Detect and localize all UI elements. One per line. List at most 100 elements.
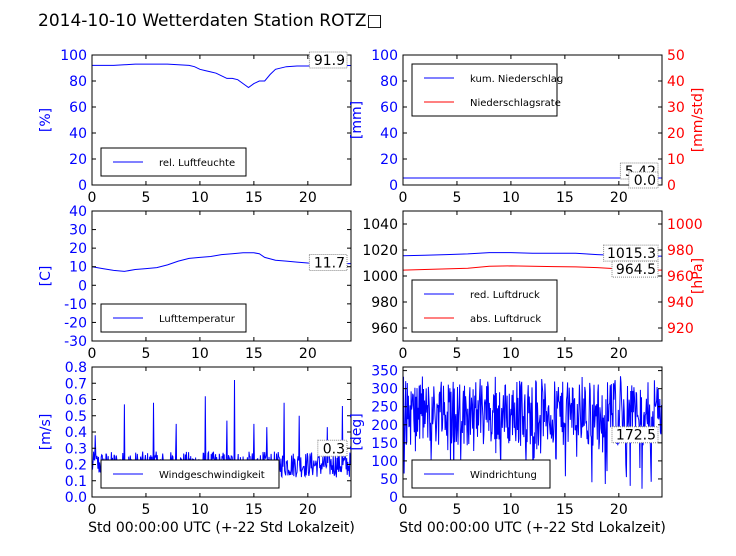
y-right-tick-label: 0 <box>667 178 676 194</box>
x-tick-label: 20 <box>299 190 317 206</box>
y-tick-label: 100 <box>371 48 398 64</box>
legend-label: Niederschlagsrate <box>470 98 561 109</box>
y-tick-label: 80 <box>69 74 87 90</box>
value-annotation-box <box>308 254 348 272</box>
series-group <box>403 376 662 489</box>
value-annotation: 964.5 <box>616 262 656 278</box>
y-axis-label: [deg] <box>349 413 365 450</box>
y-tick-label: 0.1 <box>65 474 87 490</box>
y-axis-label: [C] <box>38 266 54 287</box>
x-tick-label: 20 <box>299 502 317 518</box>
panel-temperature: 0 5 10 15 20 -30 -20 -10 0 10 20 30 40 [C] Lufttempera… <box>38 204 352 362</box>
y-tick-label: 0.5 <box>65 409 87 425</box>
y-right-tick-label: 980 <box>667 243 694 259</box>
x-tick-label: 5 <box>141 190 150 206</box>
y-tick-label: 200 <box>371 418 398 434</box>
x-tick-label: 5 <box>452 190 461 206</box>
y-tick-label: 100 <box>60 48 87 64</box>
y-axis-label: [%] <box>38 108 54 132</box>
x-tick-label: 20 <box>299 346 317 362</box>
x-tick-label: 15 <box>245 502 263 518</box>
series-group <box>92 252 351 272</box>
legend: red. Luftdruck abs. Luftdruck <box>411 279 558 333</box>
y-tick-label: 0 <box>389 178 398 194</box>
x-tick-label: 10 <box>502 502 520 518</box>
y-tick-label: 0.4 <box>65 425 87 441</box>
series-group <box>92 63 351 89</box>
x-tick-label: 0 <box>399 346 408 362</box>
y-tick-label: 50 <box>380 472 398 488</box>
value-annotation-box <box>611 260 659 278</box>
y-tick-label: 40 <box>69 126 87 142</box>
series-group <box>403 177 662 185</box>
y-tick-label: 40 <box>380 126 398 142</box>
y-tick-label: 0.2 <box>65 458 87 474</box>
x-tick-label: 10 <box>502 190 520 206</box>
series-line-0 <box>92 63 351 89</box>
y-tick-label: 980 <box>371 295 398 311</box>
y-tick-label: 250 <box>371 400 398 416</box>
y-tick-label: 0 <box>389 490 398 506</box>
y-tick-label: 0.6 <box>65 393 87 409</box>
value-annotation: 11.7 <box>314 256 345 272</box>
x-tick-label: 15 <box>556 502 574 518</box>
legend: Lufttemperatur <box>100 303 247 333</box>
plot-frame <box>402 54 663 186</box>
x-tick-label: 20 <box>610 502 628 518</box>
legend-label: kum. Niederschlag <box>470 74 563 85</box>
x-tick-label: 0 <box>88 346 97 362</box>
plot-frame <box>402 366 663 498</box>
x-tick-label: 20 <box>610 190 628 206</box>
y-right-axis-label: [mm/std] <box>690 88 706 153</box>
y-tick-label: 1040 <box>362 217 398 233</box>
y-tick-label: 60 <box>69 100 87 116</box>
y-right-tick-label: 20 <box>667 126 685 142</box>
value-annotation: 91.9 <box>314 53 345 69</box>
x-tick-label: 15 <box>245 346 263 362</box>
x-tick-label: 10 <box>191 190 209 206</box>
x-tick-label: 15 <box>245 190 263 206</box>
legend-box <box>411 63 558 117</box>
panel-precipitation: 0 5 10 15 20 0 20 40 60 80 100 [mm] 0 10 20 30 40 50 [mm/s… <box>349 48 706 206</box>
y-right-tick-label: 50 <box>667 48 685 64</box>
y-tick-label: 0 <box>78 178 87 194</box>
legend-label: Lufttemperatur <box>159 314 236 325</box>
x-tick-label: 0 <box>88 502 97 518</box>
plot-frame <box>91 210 352 342</box>
panel-pressure: 0 5 10 15 20 960 980 1000 1020 1040 920 940 960 980 10… <box>362 210 706 362</box>
legend-label: abs. Luftdruck <box>470 314 541 325</box>
x-axis-label: Std 00:00:00 UTC (+-22 Std Lokalzeit) <box>88 520 355 536</box>
y-tick-label: 20 <box>380 152 398 168</box>
y-tick-label: 10 <box>69 260 87 276</box>
legend-box <box>411 279 558 333</box>
x-tick-label: 20 <box>610 346 628 362</box>
y-tick-label: 30 <box>69 223 87 239</box>
x-tick-label: 15 <box>556 346 574 362</box>
y-right-tick-label: 960 <box>667 269 694 285</box>
value-annotation: 172.5 <box>616 428 656 444</box>
y-tick-label: -10 <box>64 297 87 313</box>
figure-title: 2014-10-10 Wetterdaten Station ROTZ□ <box>38 11 383 31</box>
value-annotation-box <box>317 439 348 457</box>
y-right-tick-label: 30 <box>667 100 685 116</box>
x-tick-label: 0 <box>399 190 408 206</box>
y-right-tick-label: 40 <box>667 74 685 90</box>
x-tick-label: 0 <box>399 502 408 518</box>
x-tick-label: 5 <box>141 346 150 362</box>
series-line-0 <box>92 252 351 272</box>
y-tick-label: 960 <box>371 321 398 337</box>
y-tick-label: 0.8 <box>65 360 87 376</box>
x-tick-label: 10 <box>191 346 209 362</box>
y-tick-label: 1000 <box>362 269 398 285</box>
y-right-tick-label: 10 <box>667 152 685 168</box>
y-tick-label: 0.3 <box>65 441 87 457</box>
y-right-tick-label: 920 <box>667 321 694 337</box>
value-annotation-box <box>308 51 348 69</box>
legend: Windrichtung <box>411 459 551 489</box>
y-tick-label: 300 <box>371 382 398 398</box>
y-right-tick-label: 940 <box>667 295 694 311</box>
x-tick-label: 0 <box>88 190 97 206</box>
legend-label: Windgeschwindigkeit <box>159 470 265 481</box>
